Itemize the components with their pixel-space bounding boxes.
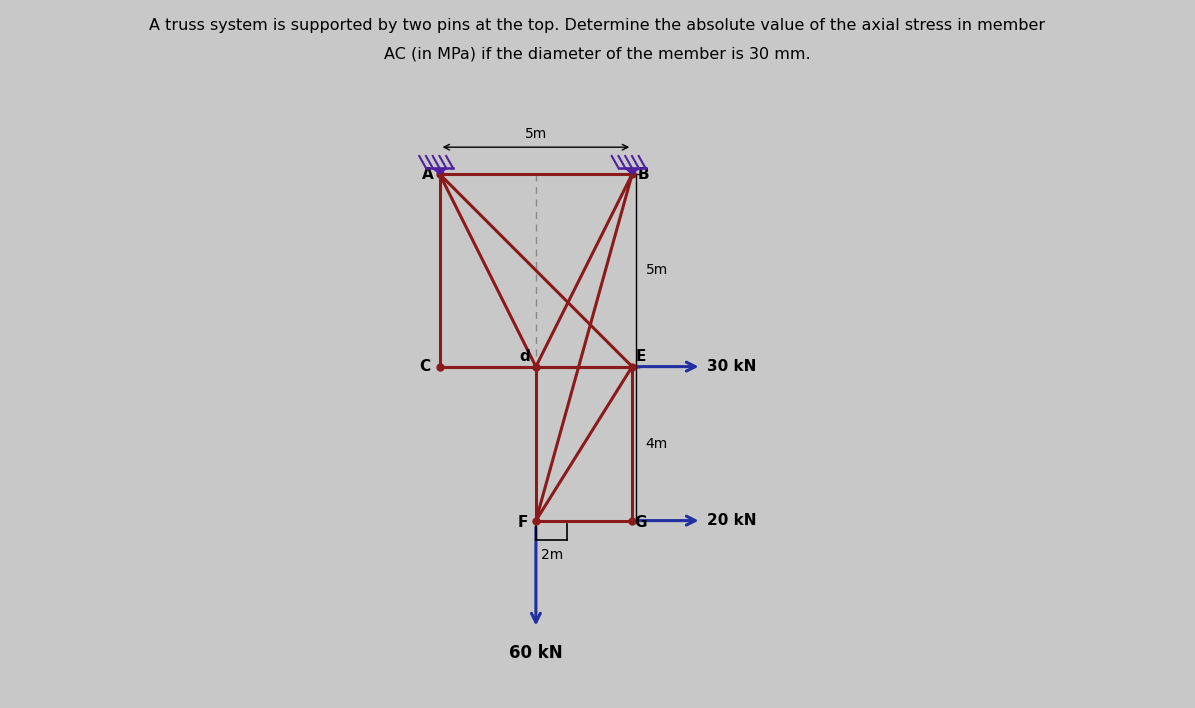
Text: d: d <box>519 350 529 365</box>
Text: B: B <box>638 166 650 182</box>
Text: G: G <box>635 515 646 530</box>
Text: AC (in MPa) if the diameter of the member is 30 mm.: AC (in MPa) if the diameter of the membe… <box>384 46 811 61</box>
Text: A: A <box>422 166 434 182</box>
Polygon shape <box>625 169 639 174</box>
Text: 4m: 4m <box>645 437 668 450</box>
Text: A truss system is supported by two pins at the top. Determine the absolute value: A truss system is supported by two pins … <box>149 18 1046 33</box>
Text: C: C <box>419 359 430 374</box>
Text: F: F <box>517 515 528 530</box>
Text: 60 kN: 60 kN <box>509 644 563 662</box>
Text: 30 kN: 30 kN <box>707 359 756 374</box>
Text: E: E <box>636 350 645 365</box>
Text: 5m: 5m <box>525 127 547 142</box>
Text: 20 kN: 20 kN <box>707 513 756 528</box>
Text: 2m: 2m <box>541 547 563 561</box>
Text: 5m: 5m <box>645 263 668 278</box>
Polygon shape <box>433 169 447 174</box>
